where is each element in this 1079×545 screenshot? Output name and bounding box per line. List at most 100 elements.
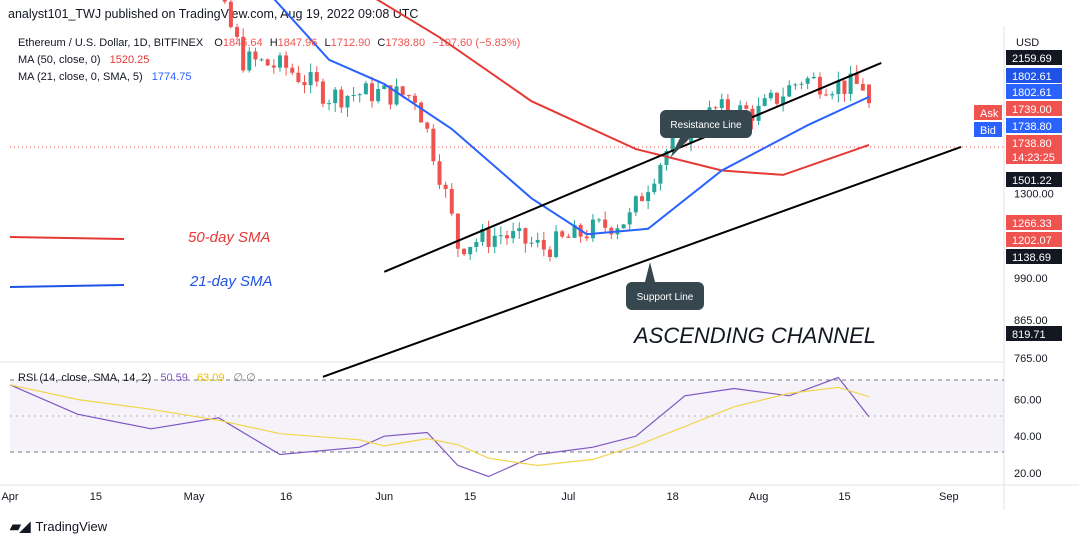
time-tick-label: Sep (939, 491, 959, 503)
footer-brand[interactable]: ▰◢ TradingView (10, 518, 107, 535)
candle-body (333, 89, 338, 104)
candle-body (351, 95, 356, 97)
legend-o-value: 1846.64 (223, 37, 263, 49)
candle-body (774, 92, 779, 104)
candle-body (363, 83, 368, 95)
time-tick-label: 15 (838, 491, 850, 503)
candle-body (498, 235, 503, 237)
candle-body (492, 235, 497, 247)
channel-annotation: ASCENDING CHANNEL (632, 323, 876, 348)
rsi-tick-label: 40.00 (1014, 431, 1042, 443)
candle-body (781, 96, 786, 104)
candle-body (768, 92, 773, 99)
candle-body (449, 188, 454, 214)
candle-body (419, 102, 424, 123)
candle-body (590, 219, 595, 239)
candle-body (357, 94, 362, 96)
candle-body (431, 128, 436, 162)
support-callout[interactable]: Support Line (626, 262, 704, 310)
support-trendline[interactable] (322, 146, 962, 378)
price-tag-label: 1802.61 (1012, 87, 1052, 99)
candle-body (302, 82, 307, 86)
price-tag-bg (1006, 50, 1062, 65)
sma50-legend-line (9, 236, 125, 240)
publish-header: analyst101_TWJ published on TradingView.… (8, 7, 419, 21)
time-tick-label: Jul (561, 491, 575, 503)
legend-rsi-sma-value: 63.09 (197, 372, 225, 384)
candle-body (228, 1, 233, 28)
footer-brand-name: TradingView (35, 519, 108, 534)
candle-body (486, 228, 491, 247)
price-axis-currency: USD (1016, 37, 1039, 49)
bid-badge (974, 122, 1002, 137)
legend-ma21-label: MA (21, close, 0, SMA, 5) (18, 71, 143, 83)
candle-body (222, 0, 227, 2)
resistance-callout[interactable]: Resistance Line (660, 110, 752, 158)
candle-body (511, 231, 516, 239)
candle-body (824, 94, 829, 96)
legend-row-2: MA (50, close, 0) 1520.25 (18, 54, 149, 66)
candle-body (412, 95, 417, 103)
candle-body (541, 239, 546, 250)
price-axis-ticks: 1300.00 990.00 865.00 765.00 (1014, 188, 1054, 365)
candle-body (670, 131, 675, 152)
legend-c-value: 1738.80 (385, 37, 425, 49)
candle-body (639, 196, 644, 202)
legend-rsi-row: RSI (14, close, SMA, 14, 2) 50.59 63.09 … (18, 372, 256, 384)
candle-body (247, 51, 252, 71)
price-tag-label: 14:23:25 (1012, 152, 1055, 164)
ask-badge (974, 105, 1002, 120)
candle-body (296, 72, 301, 83)
legend-rsi-label: RSI (14, close, SMA, 14, 2) (18, 372, 151, 384)
price-tag-bg (1006, 101, 1062, 116)
price-tag-bg (1006, 326, 1062, 341)
candle-body (793, 84, 798, 86)
legend-ma50-label: MA (50, close, 0) (18, 54, 101, 66)
price-tag-label: 1739.00 (1012, 104, 1052, 116)
candle-body (370, 83, 375, 102)
candle-body (572, 224, 577, 238)
candle-body (462, 248, 467, 255)
candle-body (719, 99, 724, 109)
legend-ma21-value: 1774.75 (152, 71, 192, 83)
candle-body (314, 72, 319, 82)
candle-body (597, 219, 602, 221)
resistance-trendline[interactable] (383, 61, 882, 273)
price-tag-label: 1202.07 (1012, 235, 1052, 247)
candle-body (345, 95, 350, 108)
candle-body (756, 105, 761, 121)
candle-body (860, 83, 865, 91)
legend-change: −107.60 (−5.83%) (432, 37, 520, 49)
time-tick-label: 15 (90, 491, 102, 503)
rsi-tick-label: 60.00 (1014, 395, 1042, 407)
legend-o-label: O (214, 37, 223, 49)
candle-body (382, 85, 387, 90)
candle-body (474, 242, 479, 247)
resistance-callout-pointer (670, 138, 690, 158)
time-tick-label: Apr (1, 491, 18, 503)
legend-row-3: MA (21, close, 0, SMA, 5) 1774.75 (18, 71, 192, 83)
candle-body (750, 108, 755, 121)
price-tag-bg (1006, 68, 1062, 83)
price-tag-label: 1738.80 (1012, 121, 1052, 133)
candle-body (799, 83, 804, 85)
price-tag-bg (1006, 84, 1062, 99)
candle-body (817, 76, 822, 95)
candle-body (388, 85, 393, 105)
candle-body (725, 99, 730, 115)
price-tick-label: 990.00 (1014, 273, 1048, 285)
time-tick-label: Aug (749, 491, 769, 503)
candle-body (290, 67, 295, 73)
legend-c-label: C (377, 37, 385, 49)
candle-body (259, 59, 264, 61)
candle-body (744, 105, 749, 109)
price-tag-label: 1138.69 (1012, 252, 1051, 264)
price-tag-bg (1006, 232, 1062, 247)
legend-symbol: Ethereum / U.S. Dollar, 1D, BITFINEX (18, 37, 204, 49)
candle-body (566, 236, 571, 238)
candle-body (633, 196, 638, 213)
rsi-sma-line (9, 384, 870, 467)
candle-body (271, 65, 276, 68)
time-tick-label: May (184, 491, 205, 503)
